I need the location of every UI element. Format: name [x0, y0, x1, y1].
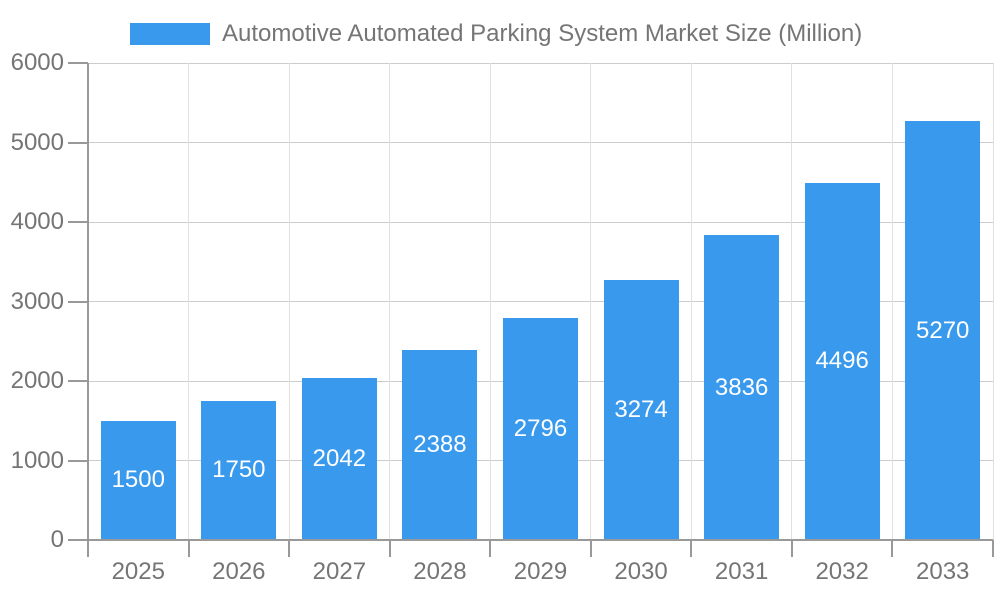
x-axis-tick [288, 540, 291, 557]
bar-value-label: 5270 [916, 316, 970, 344]
bar-value-label: 4496 [815, 347, 869, 375]
gridline-vertical [489, 63, 491, 540]
gridline-vertical [791, 63, 793, 540]
legend: Automotive Automated Parking System Mark… [130, 12, 862, 56]
chart-title: Automotive Automated Parking System Mark… [222, 20, 863, 47]
x-axis-tick [992, 540, 994, 557]
gridline-horizontal [88, 142, 993, 143]
x-axis-tick-label: 2028 [413, 558, 467, 585]
x-axis-tick [187, 540, 190, 557]
y-axis-line [87, 63, 89, 557]
gridline-vertical [590, 63, 592, 540]
x-axis-tick [589, 540, 592, 557]
bar-value-label: 3274 [614, 395, 668, 423]
x-axis-tick-label: 2030 [614, 558, 668, 585]
x-axis-tick-label: 2032 [815, 558, 869, 585]
bar [503, 317, 578, 540]
gridline-horizontal [88, 62, 993, 64]
gridline-vertical [690, 63, 692, 540]
x-axis-tick [891, 540, 894, 557]
y-axis-tick-label: 2000 [10, 367, 64, 394]
bar-value-label: 2388 [413, 431, 467, 459]
y-axis-tick-label: 0 [50, 526, 64, 553]
y-axis-tick [68, 300, 88, 303]
x-axis-tick [690, 540, 693, 557]
x-axis-tick-label: 2031 [714, 558, 769, 585]
bar-value-label: 2042 [312, 444, 367, 472]
bar [603, 279, 679, 540]
bar [100, 420, 176, 540]
y-axis-tick-label: 4000 [10, 208, 64, 235]
y-axis-tick [68, 539, 88, 541]
gridline-vertical [389, 63, 391, 540]
y-axis-tick-label: 1000 [10, 446, 64, 474]
bar-value-label: 1500 [111, 466, 165, 494]
y-axis-tick [68, 141, 88, 144]
gridline-vertical [992, 63, 994, 540]
bar [804, 182, 880, 540]
x-axis-tick [388, 540, 391, 557]
gridline-vertical [188, 63, 190, 540]
x-axis-line [87, 539, 993, 541]
gridline-horizontal [88, 221, 993, 223]
x-axis-tick-label: 2027 [312, 558, 367, 585]
x-axis-tick [489, 540, 492, 557]
gridline-horizontal [88, 301, 993, 302]
x-axis-tick-label: 2029 [513, 558, 568, 585]
x-axis-tick-label: 2033 [916, 558, 970, 585]
bar [402, 350, 478, 540]
bar-value-label: 1750 [212, 456, 266, 484]
bar [201, 400, 277, 540]
bar [704, 235, 780, 540]
x-axis-tick-label: 2025 [111, 558, 165, 585]
bar [301, 377, 377, 540]
y-axis-tick-label: 5000 [10, 128, 64, 156]
y-axis-tick [68, 221, 88, 223]
x-axis-tick-label: 2026 [212, 558, 266, 585]
legend-swatch [130, 23, 210, 45]
gridline-vertical [288, 63, 290, 540]
y-axis-tick [68, 459, 88, 462]
y-axis-tick-label: 3000 [10, 287, 64, 315]
bar [905, 121, 981, 540]
y-axis-tick [68, 380, 88, 382]
bar-value-label: 3836 [714, 373, 769, 401]
y-axis-tick-label: 6000 [10, 49, 64, 76]
y-axis-tick [68, 62, 88, 64]
x-axis-tick [790, 540, 793, 557]
bar-value-label: 2796 [513, 414, 568, 442]
gridline-vertical [891, 63, 893, 540]
